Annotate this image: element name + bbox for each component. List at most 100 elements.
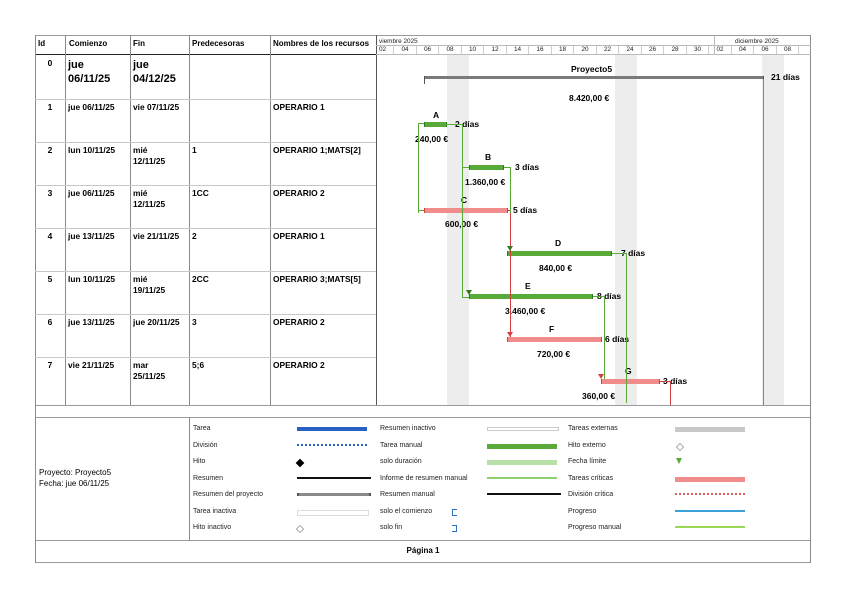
task-duration: 3 días	[515, 162, 540, 172]
row-start: jue 13/11/25	[68, 317, 115, 327]
summary-bar	[424, 76, 764, 79]
weekend-shading	[447, 55, 469, 405]
day-tick-label: 04	[739, 46, 747, 53]
day-tick-label: 30	[694, 46, 702, 53]
legend-label: Progreso manual	[568, 524, 622, 531]
day-tick-label: 26	[649, 46, 657, 53]
task-name: F	[549, 324, 555, 334]
row-finish: mié 12/11/25	[133, 188, 166, 209]
task-duration: 2 días	[455, 119, 480, 129]
date-label: Fecha: jue 06/11/25	[39, 479, 110, 488]
row-start: vie 21/11/25	[68, 360, 115, 370]
row-separator	[35, 99, 376, 100]
legend-swatch	[675, 509, 745, 512]
task-duration: 7 días	[621, 248, 646, 258]
row-predecessors: 2CC	[192, 274, 209, 284]
row-id: 3	[47, 188, 53, 198]
link-arrow	[598, 374, 604, 379]
task-bar	[601, 379, 660, 384]
dependency-line	[418, 123, 419, 213]
task-cost: 1.360,00 €	[465, 177, 506, 187]
legend-swatch	[487, 493, 561, 495]
day-tick	[528, 46, 529, 54]
legend-diamond-icon	[295, 458, 305, 468]
project-info: Proyecto: Proyecto5 Fecha: jue 06/11/25	[39, 467, 111, 489]
task-bar	[469, 165, 504, 170]
legend-label: Informe de resumen manual	[380, 474, 468, 482]
task-cost: 600,00 €	[445, 219, 479, 229]
legend-label: Tarea manual	[380, 441, 423, 449]
day-tick	[708, 46, 709, 54]
day-tick-label: 08	[784, 46, 792, 53]
day-tick-label: 22	[604, 46, 612, 53]
row-finish: mié 12/11/25	[133, 145, 166, 166]
header-predecessors: Predecesoras	[192, 39, 245, 48]
task-duration: 5 días	[513, 205, 538, 215]
task-bar	[424, 122, 447, 127]
dependency-line	[612, 253, 626, 254]
day-tick	[438, 46, 439, 54]
day-tick	[618, 46, 619, 54]
col-sep	[270, 35, 271, 405]
day-tick-label: 06	[424, 46, 432, 53]
task-cost: 3.460,00 €	[505, 306, 546, 316]
timescale-separator	[376, 45, 811, 46]
legend-end-icon	[452, 525, 457, 532]
header-bottom-border	[35, 54, 376, 55]
day-tick	[505, 46, 507, 54]
day-tick	[775, 46, 777, 54]
task-bar-start	[469, 294, 470, 299]
task-bar	[507, 251, 612, 256]
task-bar-start	[469, 165, 470, 170]
legend-bottom-border	[35, 540, 811, 541]
dependency-line	[504, 167, 510, 168]
legend-start-icon	[452, 508, 457, 516]
col-sep	[130, 35, 131, 405]
legend-swatch	[487, 443, 557, 449]
row-id: 4	[47, 231, 53, 241]
day-tick-label: 20	[581, 46, 589, 53]
day-tick-label: 18	[559, 46, 567, 53]
row-start: lun 10/11/25	[68, 274, 116, 284]
month-separator	[714, 35, 715, 54]
task-bar-end	[507, 208, 508, 213]
day-tick-label: 10	[469, 46, 477, 53]
top-border	[35, 35, 811, 36]
day-tick-label: 14	[514, 46, 522, 53]
legend-swatch	[297, 476, 371, 479]
day-tick-label: 02	[716, 46, 724, 53]
task-bar-end	[601, 337, 602, 342]
day-tick	[550, 46, 552, 54]
day-tick	[685, 46, 687, 54]
legend-label: Progreso	[568, 507, 597, 515]
row-finish: vie 21/11/25	[133, 231, 180, 241]
day-tick	[595, 46, 597, 54]
legend-label: División	[193, 441, 218, 449]
summary-cost: 8.420,00 €	[569, 93, 610, 103]
legend-swatch	[675, 476, 745, 482]
row-start: jue 06/11/25	[68, 188, 115, 198]
row-separator	[35, 228, 376, 229]
row-separator	[35, 357, 376, 358]
legend-swatch	[675, 526, 745, 528]
task-cost: 360,00 €	[582, 391, 616, 401]
summary-duration: 21 días	[771, 72, 800, 82]
dependency-line	[626, 253, 627, 403]
row-separator	[35, 142, 376, 143]
row-finish: mar 25/11/25	[133, 360, 166, 381]
legend-swatch	[675, 493, 745, 495]
header-start: Comienzo	[69, 39, 108, 48]
row-id: 1	[47, 102, 53, 112]
legend-swatch	[487, 476, 557, 479]
task-bar-end	[592, 294, 593, 299]
task-cost: 240,00 €	[415, 134, 449, 144]
task-bar-start	[424, 122, 425, 127]
row-resources: OPERARIO 1	[273, 231, 325, 241]
legend-swatch	[297, 443, 367, 446]
legend-swatch	[487, 460, 557, 465]
page-bottom-border	[35, 562, 811, 563]
link-arrow	[507, 332, 513, 337]
day-tick	[640, 46, 642, 54]
row-id: 5	[47, 274, 53, 284]
row-predecessors: 1CC	[192, 188, 209, 198]
